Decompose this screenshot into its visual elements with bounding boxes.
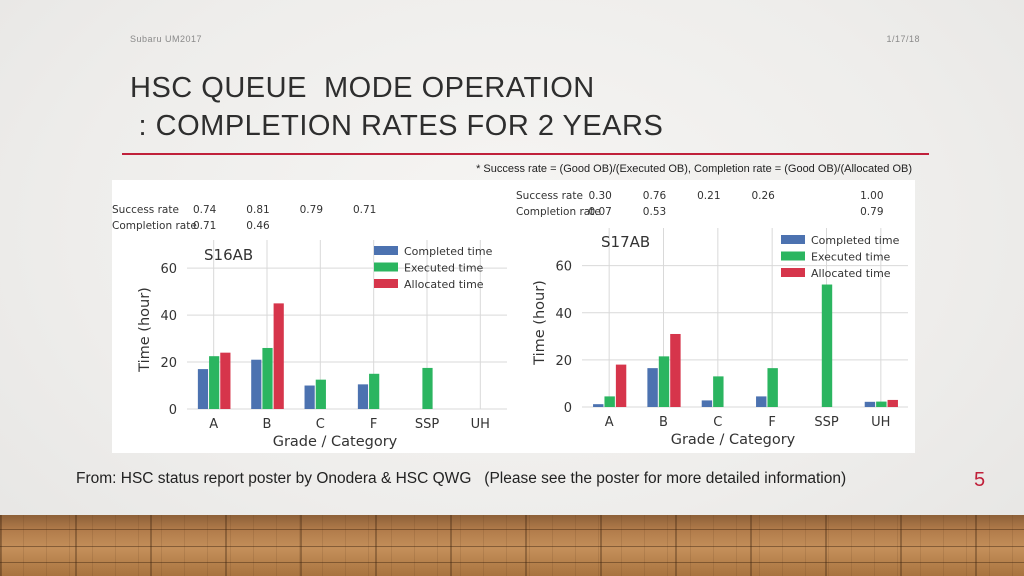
bar-executed-time-b xyxy=(658,356,670,407)
success-rate-value: 0.30 xyxy=(588,190,611,202)
panel-label-s17ab: S17AB xyxy=(601,233,650,251)
success-rate-value: 0.71 xyxy=(353,204,376,216)
completion-rate-value: 0.71 xyxy=(193,220,216,232)
completion-rate-value: 0.46 xyxy=(246,220,270,232)
chart-panel-s17ab: 0 20 40 60 A B C F SSP UH Grade / Category Time (ho… xyxy=(515,180,915,453)
y-tick-label: 40 xyxy=(555,307,572,322)
bar-completed-time-uh xyxy=(864,401,876,407)
success-rate-label: Success rate xyxy=(516,190,583,202)
x-tick-label: UH xyxy=(471,417,490,432)
y-tick-label: 60 xyxy=(555,260,572,275)
chart-panel-s16ab: 0 20 40 60 A B C F SSP UH Grade / Category Time (ho… xyxy=(112,180,515,453)
bar-allocated-time-b xyxy=(273,303,284,409)
chart-s17ab: 0 20 40 60 A B C F SSP UH Grade / Category Time (ho… xyxy=(516,190,908,448)
x-tick-label: C xyxy=(316,417,325,432)
x-axis-label: Grade / Category xyxy=(671,432,796,448)
success-rate-label: Success rate xyxy=(112,204,179,216)
bar-executed-time-a xyxy=(209,356,220,409)
completion-rate-label: Completion rate xyxy=(516,206,601,218)
bar-allocated-time-b xyxy=(670,333,681,407)
y-axis-label: Time (hour) xyxy=(532,280,548,366)
success-rate-value: 0.79 xyxy=(300,204,323,216)
y-tick-label: 0 xyxy=(169,403,177,418)
header-date: 1/17/18 xyxy=(886,34,920,44)
legend-swatch-executed xyxy=(781,251,805,261)
success-rate-value: 0.21 xyxy=(697,190,720,202)
chart-s16ab: 0 20 40 60 A B C F SSP UH Grade / Category Time (ho… xyxy=(112,204,507,450)
completion-rate-value: 0.79 xyxy=(860,206,883,218)
rate-definition-note: * Success rate = (Good OB)/(Executed OB)… xyxy=(476,163,912,175)
success-rate-value: 0.74 xyxy=(193,204,217,216)
legend-label-completed: Completed time xyxy=(404,245,493,258)
bar-executed-time-ssp xyxy=(821,284,833,407)
x-tick-label: SSP xyxy=(415,417,440,432)
legend-swatch-completed xyxy=(781,235,805,244)
completion-rate-value: 0.07 xyxy=(588,206,611,218)
title-underline xyxy=(122,153,929,155)
legend-label-executed: Executed time xyxy=(404,262,484,275)
bar-executed-time-f xyxy=(767,368,778,407)
bar-allocated-time-a xyxy=(615,364,627,407)
legend-swatch-executed xyxy=(374,262,398,272)
y-tick-label: 60 xyxy=(160,262,177,277)
bar-executed-time-a xyxy=(604,396,615,407)
bar-executed-time-uh xyxy=(876,401,887,407)
bar-completed-time-a xyxy=(197,369,209,409)
completion-rate-value: 0.53 xyxy=(643,206,666,218)
bar-executed-time-c xyxy=(713,376,724,407)
bar-executed-time-b xyxy=(262,347,273,409)
x-tick-label: SSP xyxy=(814,415,839,430)
bar-executed-time-ssp xyxy=(422,367,433,409)
bar-executed-time-f xyxy=(369,373,380,409)
x-tick-label: A xyxy=(209,417,218,432)
completion-rate-label: Completion rate xyxy=(112,220,197,232)
header-event-label: Subaru UM2017 xyxy=(130,34,203,44)
y-tick-label: 20 xyxy=(160,356,177,371)
wood-floor-decoration xyxy=(0,515,1024,576)
bar-completed-time-a xyxy=(593,404,604,407)
legend-label-completed: Completed time xyxy=(811,234,900,247)
bar-completed-time-f xyxy=(357,384,369,409)
source-credit: From: HSC status report poster by Onoder… xyxy=(76,470,847,487)
bar-completed-time-b xyxy=(251,359,262,409)
x-tick-label: B xyxy=(263,417,272,432)
x-tick-label: C xyxy=(713,415,722,430)
legend-swatch-allocated xyxy=(781,268,805,277)
page-number: 5 xyxy=(974,469,986,491)
bar-completed-time-b xyxy=(647,368,658,407)
bar-executed-time-c xyxy=(315,379,326,409)
success-rate-value: 0.81 xyxy=(246,204,269,216)
bar-completed-time-c xyxy=(701,400,713,407)
bar-allocated-time-uh xyxy=(887,399,898,407)
bar-completed-time-c xyxy=(304,385,315,409)
success-rate-value: 0.26 xyxy=(751,190,775,202)
success-rate-value: 0.76 xyxy=(643,190,667,202)
y-tick-label: 20 xyxy=(555,354,572,369)
bar-completed-time-f xyxy=(756,396,767,407)
x-tick-label: A xyxy=(605,415,614,430)
x-tick-label: B xyxy=(659,415,668,430)
legend-label-allocated: Allocated time xyxy=(811,267,891,280)
x-tick-label: F xyxy=(370,417,377,432)
legend-label-allocated: Allocated time xyxy=(404,278,484,291)
x-axis-label: Grade / Category xyxy=(273,434,398,450)
legend-swatch-completed xyxy=(374,246,398,255)
slide-title-line2: : COMPLETION RATES FOR 2 YEARS xyxy=(130,110,664,142)
legend-label-executed: Executed time xyxy=(811,251,891,264)
bar-allocated-time-a xyxy=(220,352,231,409)
x-tick-label: F xyxy=(768,415,775,430)
panel-label-s16ab: S16AB xyxy=(204,246,253,264)
y-tick-label: 40 xyxy=(160,309,177,324)
slide-title-line1: HSC QUEUE MODE OPERATION xyxy=(130,72,595,104)
x-tick-label: UH xyxy=(871,415,890,430)
legend-swatch-allocated xyxy=(374,279,398,288)
y-axis-label: Time (hour) xyxy=(137,287,153,373)
y-tick-label: 0 xyxy=(564,401,572,416)
success-rate-value: 1.00 xyxy=(860,190,883,202)
